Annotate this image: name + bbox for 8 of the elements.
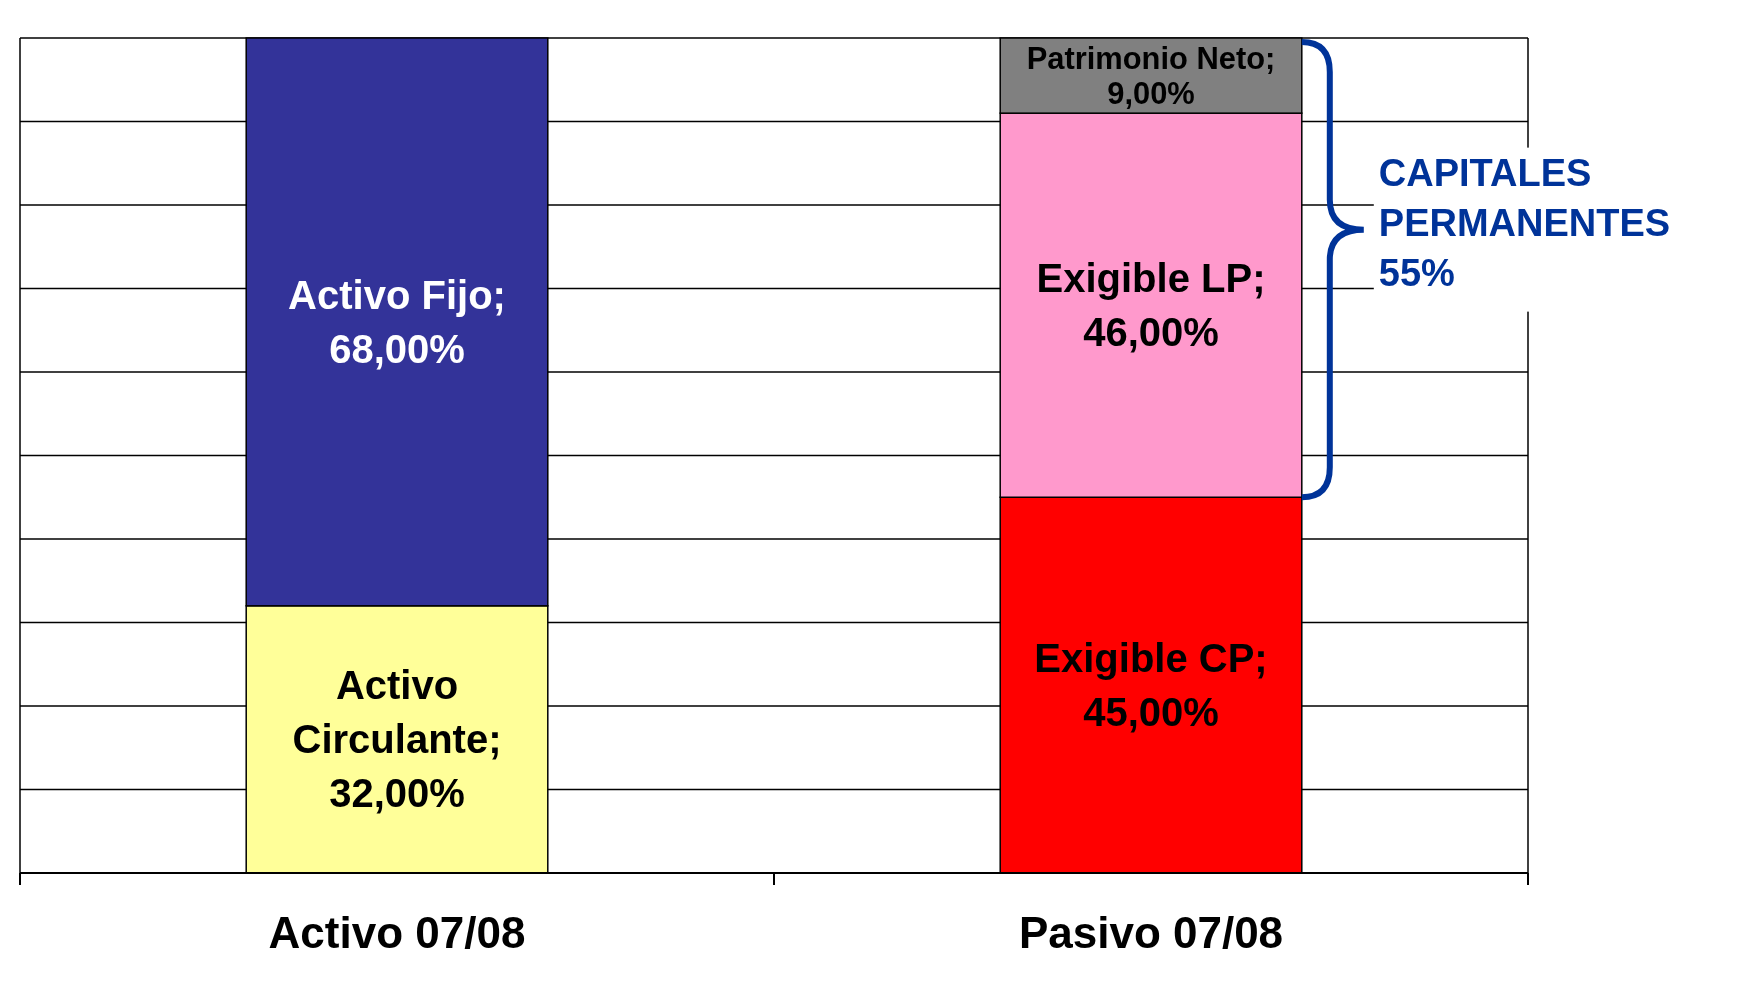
x-tick-label: Activo 07/08 [268,908,526,957]
data-label: Activo Circulante; 32,00% [292,663,502,816]
annotation: CAPITALES PERMANENTES 55% [1378,151,1671,294]
data-label: Activo Fijo; 68,00% [288,272,506,371]
data-label: Exigible CP; 45,00% [1034,636,1268,735]
data-label: Patrimonio Neto; 9,00% [1026,40,1276,111]
data-label: Exigible LP; 46,00% [1036,256,1266,355]
x-tick-label: Pasivo 07/08 [1018,908,1284,957]
